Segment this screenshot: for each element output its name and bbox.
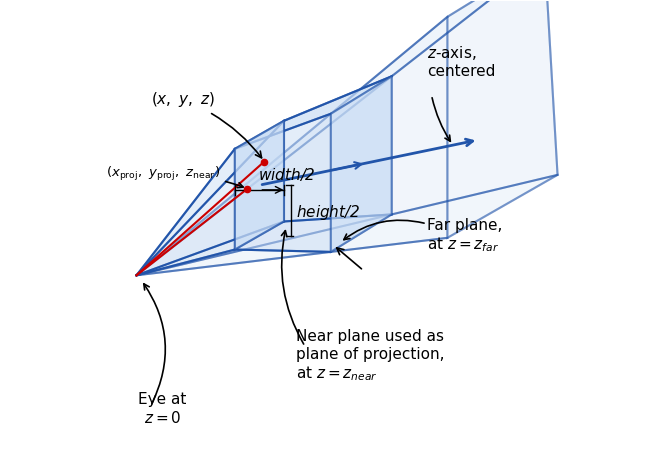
Polygon shape bbox=[136, 0, 558, 275]
Text: Eye at
$z = 0$: Eye at $z = 0$ bbox=[138, 392, 187, 426]
Polygon shape bbox=[235, 214, 392, 252]
Polygon shape bbox=[136, 149, 235, 275]
Polygon shape bbox=[136, 0, 545, 275]
Polygon shape bbox=[136, 17, 448, 275]
Polygon shape bbox=[331, 76, 392, 252]
Text: $\mathit{height}$/2: $\mathit{height}$/2 bbox=[296, 203, 360, 222]
Text: $z$-axis,
centered: $z$-axis, centered bbox=[427, 44, 495, 79]
Text: $\mathit{width}$/2: $\mathit{width}$/2 bbox=[258, 166, 315, 183]
Polygon shape bbox=[136, 175, 558, 275]
Polygon shape bbox=[235, 114, 331, 252]
Polygon shape bbox=[235, 76, 392, 149]
Text: $(x_\mathrm{proj},\ y_\mathrm{proj},\ z_\mathrm{near})$: $(x_\mathrm{proj},\ y_\mathrm{proj},\ z_… bbox=[106, 165, 243, 187]
Text: Far plane,
at $z = z_{far}$: Far plane, at $z = z_{far}$ bbox=[427, 218, 502, 254]
Polygon shape bbox=[136, 221, 284, 275]
Polygon shape bbox=[284, 76, 392, 221]
Polygon shape bbox=[448, 0, 558, 238]
Polygon shape bbox=[136, 121, 284, 275]
Polygon shape bbox=[235, 121, 284, 250]
Polygon shape bbox=[136, 121, 284, 275]
Text: $(x,\ y,\ z)$: $(x,\ y,\ z)$ bbox=[150, 90, 262, 158]
Text: Near plane used as
plane of projection,
at $z = z_{near}$: Near plane used as plane of projection, … bbox=[296, 329, 444, 383]
